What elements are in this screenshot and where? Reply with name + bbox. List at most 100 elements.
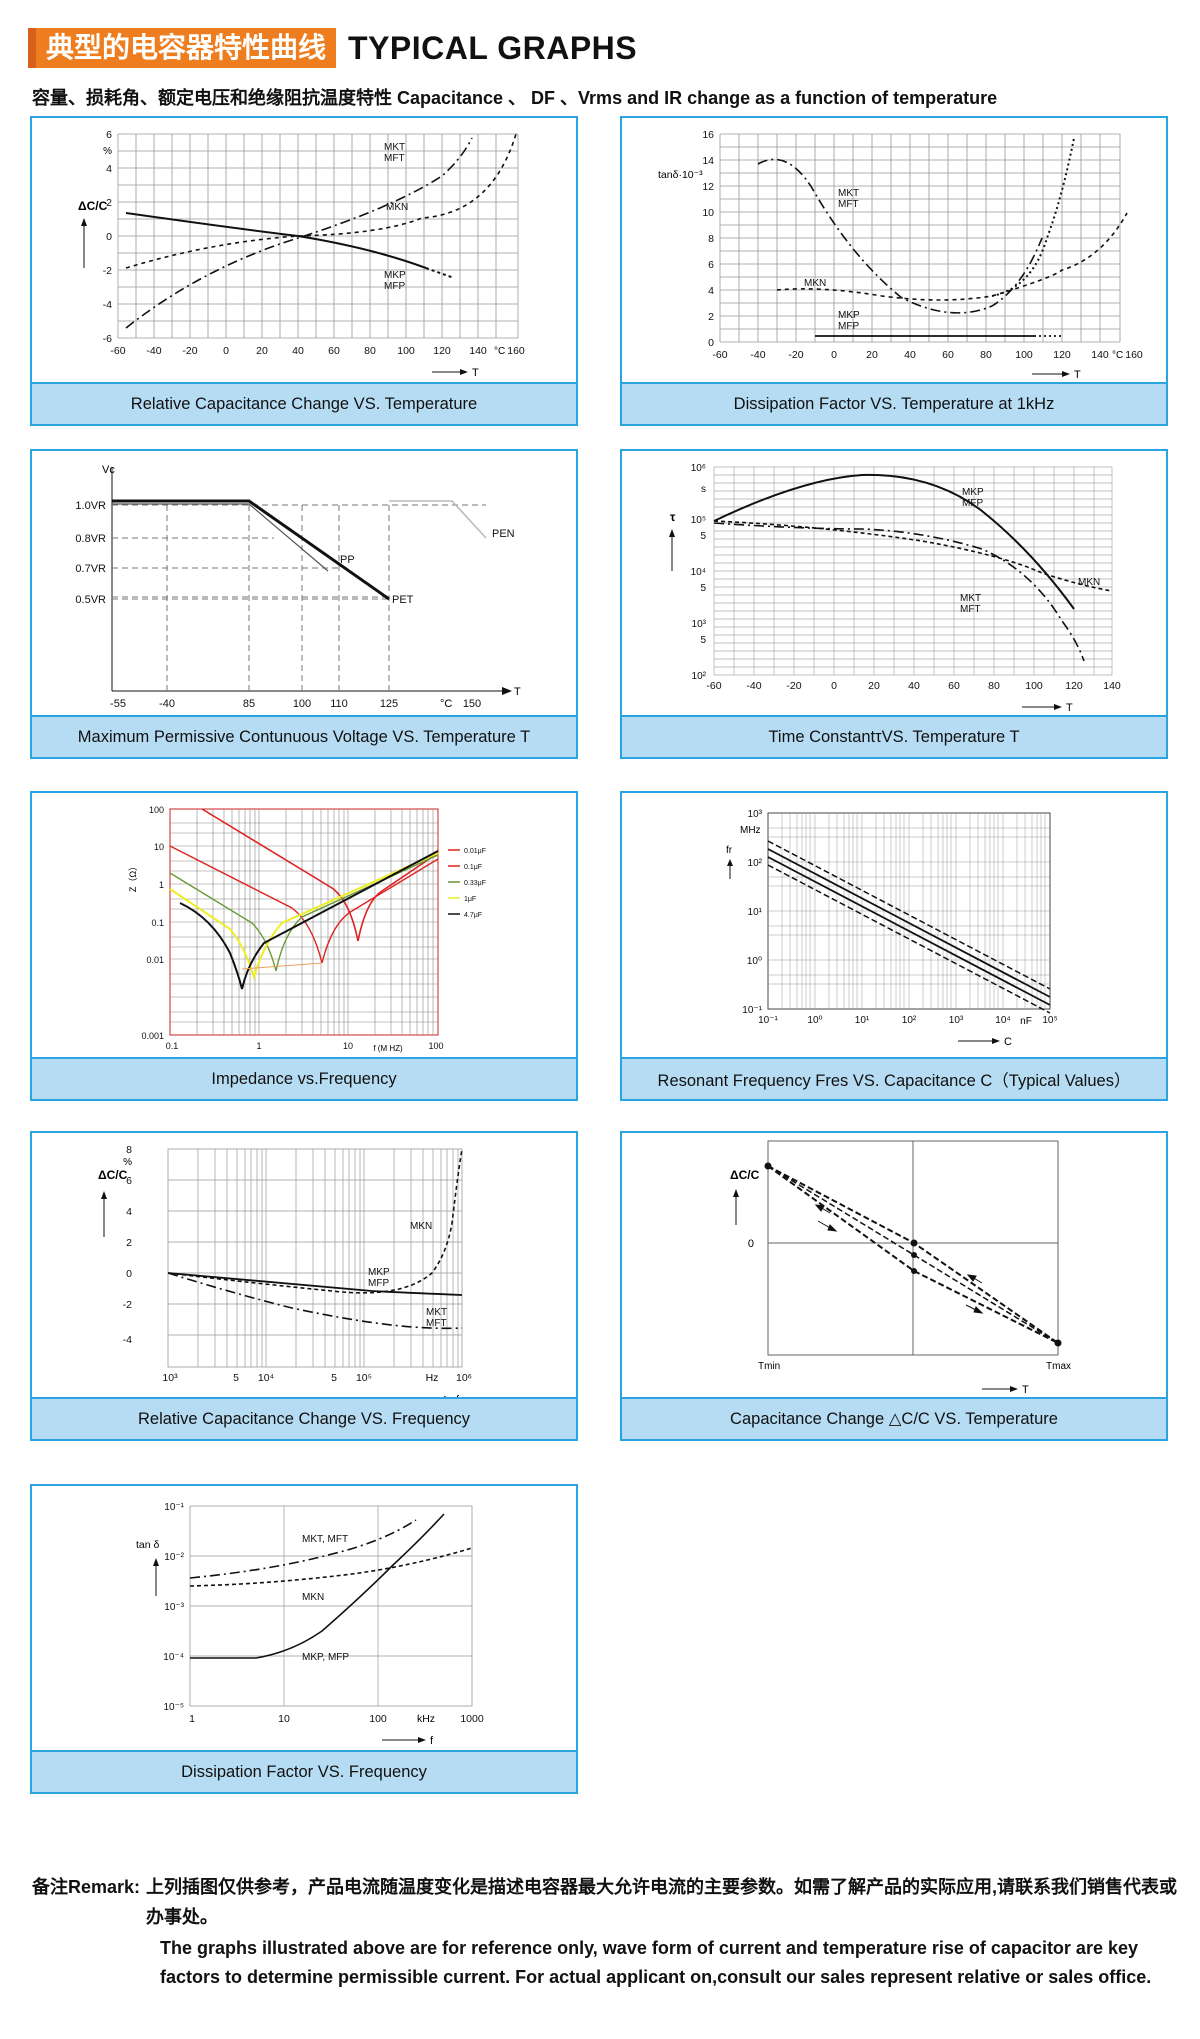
graph-caption: Impedance vs.Frequency [32, 1057, 576, 1099]
x-max: Tmax [1046, 1361, 1071, 1372]
title-cn: 典型的电容器特性曲线 [28, 28, 337, 68]
chart-df-vs-freq: 10⁻¹ 10⁻² 10⁻³ 10⁻⁴ 10⁻⁵ tan δ 1 10 100 10… [136, 1502, 484, 1747]
series-label: MFT [960, 604, 981, 615]
graph-caption: Dissipation Factor VS. Temperature at 1k… [622, 382, 1166, 424]
x-tick: 85 [243, 698, 255, 710]
x-unit: Hz [426, 1372, 439, 1384]
graph-voltage-vs-temp: 1.0VR 0.8VR 0.7VR 0.5VR Vc -55 -40 85 10… [30, 449, 578, 759]
series-label: MKP [962, 487, 984, 498]
x-tick: 150 [463, 698, 481, 710]
x-tick: 40 [292, 345, 304, 357]
x-tick: -55 [110, 698, 126, 710]
remark-cn: 上列插图仅供参考，产品电流随温度变化是描述电容器最大允许电流的主要参数。如需了解… [146, 1877, 1178, 1927]
x-unit: °C [494, 346, 505, 357]
y-tick: 0.7VR [75, 563, 106, 575]
legend-item: 0.1μF [464, 864, 482, 871]
series-label: MFP [368, 1278, 389, 1289]
graph-df-vs-freq: 10⁻¹ 10⁻² 10⁻³ 10⁻⁴ 10⁻⁵ tan δ 1 10 100 10… [30, 1484, 578, 1794]
series-label: MKT, MFT [302, 1534, 348, 1545]
x-tick: 1 [189, 1713, 195, 1725]
y-tick: 4 [126, 1206, 132, 1218]
series-label: MKP [838, 310, 860, 321]
x-tick: -40 [750, 349, 765, 361]
y-tick: 0 [126, 1268, 132, 1280]
graph-resonant-vs-cap: 10³ 10² 10¹ 10⁰ 10⁻¹ MHz fr 10⁻¹ 10⁰ 10¹ 10²… [620, 791, 1168, 1101]
series-label: MFT [838, 199, 859, 210]
x-tick: 80 [980, 349, 992, 361]
y-tick: 100 [149, 805, 164, 815]
mkn-curve [125, 133, 517, 269]
x-tick: 140 [469, 345, 487, 357]
y-tick: -2 [103, 265, 112, 277]
svg-text:10¹: 10¹ [855, 1015, 870, 1026]
svg-text:10⁰: 10⁰ [807, 1015, 822, 1026]
x-tick: -60 [712, 349, 727, 361]
mkt-curve [167, 1272, 463, 1330]
x-label: T [1066, 702, 1073, 714]
mkp-curve [125, 212, 427, 269]
svg-text:5: 5 [700, 531, 706, 542]
x-tick: 0 [223, 345, 229, 357]
graph-caption: Time ConstantτVS. Temperature T [622, 715, 1166, 757]
graph-hysteresis: ΔC/C 0 Tmin Tmax T Capacitance Change △C… [620, 1131, 1168, 1441]
x-tick: 125 [380, 698, 398, 710]
x-tick: 100 [428, 1041, 443, 1051]
x-min: Tmin [758, 1361, 780, 1372]
series-label: MFP [962, 498, 983, 509]
y-label: ΔC/C [730, 1168, 760, 1182]
x-tick: 20 [256, 345, 268, 357]
y-unit: MHz [740, 825, 761, 836]
x-tick: 160 [1125, 349, 1143, 361]
graph-cap-vs-temp: 6 4 2 0 -2 -4 -6 % ΔC/C -60 -40 -20 0 20… [30, 116, 578, 426]
svg-text:10⁻¹: 10⁻¹ [758, 1015, 778, 1026]
remark-en: The graphs illustrated above are for ref… [160, 1938, 1152, 1987]
title-en: TYPICAL GRAPHS [348, 29, 638, 66]
remark: 备注Remark: 上列插图仅供参考，产品电流随温度变化是描述电容器最大允许电流… [32, 1872, 1182, 1992]
x-tick: 60 [942, 349, 954, 361]
y-tick: 4 [106, 163, 112, 175]
x-label: T [1022, 1384, 1029, 1396]
mkt-curve [125, 137, 473, 329]
y-tick: 0.001 [141, 1031, 164, 1041]
pp-curve [112, 503, 329, 572]
series-label: MKN [804, 278, 826, 289]
x-tick: 60 [328, 345, 340, 357]
y-tick: 0.8VR [75, 533, 106, 545]
impedance-4.7uf [179, 850, 439, 990]
svg-text:10²: 10² [902, 1015, 917, 1026]
x-unit: °C [1112, 350, 1123, 361]
x-tick: 1 [256, 1041, 261, 1051]
y-tick: 12 [702, 181, 714, 193]
graph-caption: Dissipation Factor VS. Frequency [32, 1750, 576, 1792]
y-tick: 8 [708, 233, 714, 245]
x-label: T [514, 686, 521, 698]
svg-text:10⁴: 10⁴ [258, 1372, 274, 1384]
subtitle: 容量、损耗角、额定电压和绝缘阻抗温度特性 Capacitance 、 DF 、V… [32, 88, 998, 108]
series-label: MKT [426, 1307, 447, 1318]
x-tick: -60 [110, 345, 125, 357]
x-tick: 160 [507, 345, 525, 357]
x-tick: 100 [397, 345, 415, 357]
series-label: MKN [386, 202, 408, 213]
x-tick: 40 [908, 680, 920, 692]
svg-text:10⁶: 10⁶ [456, 1372, 472, 1384]
x-tick: 10 [278, 1713, 290, 1725]
y-label: tan δ [136, 1539, 160, 1551]
mkt-curve [713, 522, 1085, 662]
svg-text:10⁶: 10⁶ [691, 463, 706, 474]
series-label: MKT [838, 188, 859, 199]
x-tick: 80 [364, 345, 376, 357]
graph-caption: Maximum Permissive Contunuous Voltage VS… [32, 715, 576, 757]
svg-text:10⁰: 10⁰ [747, 956, 762, 967]
x-tick: 20 [866, 349, 878, 361]
svg-text:10³: 10³ [162, 1372, 178, 1384]
graph-impedance-vs-freq: 100 10 1 0.1 0.01 0.001 Z（Ω） 0.1 1 10 10… [30, 791, 578, 1101]
y-zero: 0 [748, 1238, 754, 1250]
y-label: tanδ·10⁻³ [658, 169, 703, 181]
x-tick: 140 [1091, 349, 1109, 361]
svg-text:10⁻⁵: 10⁻⁵ [163, 1702, 184, 1713]
x-tick: 40 [904, 349, 916, 361]
y-tick: 6 [708, 259, 714, 271]
impedance-1uf [169, 852, 439, 981]
mkn-curve [167, 1148, 463, 1294]
